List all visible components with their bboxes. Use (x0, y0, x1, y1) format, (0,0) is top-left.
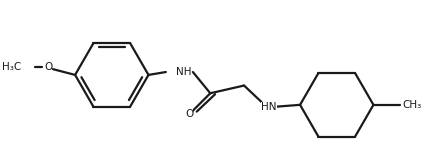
Text: CH₃: CH₃ (402, 100, 422, 110)
Text: O: O (185, 109, 193, 119)
Text: H₃C: H₃C (2, 62, 21, 72)
Text: NH: NH (176, 67, 191, 77)
Text: HN: HN (261, 102, 277, 112)
Text: O: O (44, 62, 52, 72)
